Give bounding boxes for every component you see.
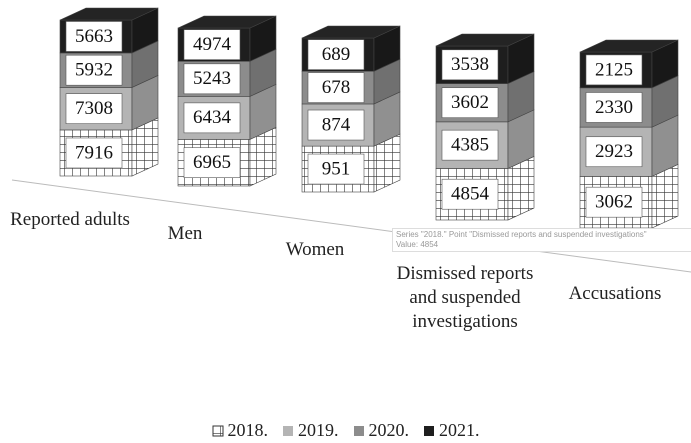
data-label: 5932	[75, 60, 113, 81]
swatch	[283, 425, 293, 436]
legend-swatch	[353, 425, 364, 436]
label-box	[183, 63, 241, 95]
swatch	[353, 425, 364, 436]
legend-label: 2019.	[298, 420, 339, 440]
data-label: 5663	[75, 26, 113, 47]
legend-item: 2019.	[282, 420, 339, 441]
data-label: 951	[322, 158, 351, 179]
legend-label: 2018.	[227, 420, 269, 440]
label-box	[65, 137, 123, 169]
bar-top	[579, 39, 679, 53]
label-box	[183, 102, 241, 134]
label-box	[585, 186, 643, 218]
data-label: 689	[322, 44, 351, 65]
label-box	[307, 72, 365, 103]
data-label: 6965	[193, 152, 231, 173]
legend-item: 2018.	[212, 420, 269, 441]
x-tick-label: Reported adults	[10, 209, 130, 230]
label-box	[65, 54, 123, 86]
data-label: 4854	[451, 184, 490, 205]
legend-label: 2020.	[368, 420, 410, 440]
tooltip-line: Value: 4854	[396, 240, 439, 249]
data-label: 2923	[595, 141, 633, 162]
bar-top	[177, 15, 277, 29]
bar-top	[435, 33, 535, 47]
tooltip: Series "2018." Point "Dismissed reports …	[392, 228, 691, 252]
bar-top	[59, 7, 159, 21]
legend-swatch	[212, 425, 223, 436]
legend-swatch	[283, 425, 293, 436]
data-label: 2125	[595, 59, 633, 80]
data-label: 4974	[193, 34, 232, 55]
legend-swatch	[424, 425, 434, 436]
data-label: 3538	[451, 54, 489, 75]
label-box	[441, 129, 499, 161]
floor-line	[11, 179, 691, 273]
x-tick-label: Women	[285, 239, 345, 260]
data-label: 4385	[451, 135, 489, 156]
x-tick-label: Accusations	[568, 283, 662, 304]
swatch	[212, 425, 223, 436]
legend-item: 2021.	[423, 420, 480, 441]
data-label: 874	[322, 114, 351, 135]
label-box	[585, 92, 643, 123]
data-label: 6434	[193, 107, 232, 128]
label-box	[307, 153, 365, 185]
label-box	[441, 49, 499, 81]
label-box	[65, 21, 123, 52]
data-label: 7308	[75, 98, 113, 119]
label-box	[585, 54, 643, 86]
x-tick-label: Dismissed reports and suspended investig…	[396, 263, 534, 332]
x-tick-label: Men	[167, 223, 203, 244]
label-box	[307, 109, 365, 141]
data-label: 678	[322, 77, 351, 98]
label-box	[183, 147, 241, 179]
legend: 2018. 2019. 2020. 2021.	[0, 420, 691, 441]
label-box	[65, 93, 123, 124]
data-label: 2330	[595, 97, 633, 118]
tooltip-line: Series "2018." Point "Dismissed reports …	[396, 230, 647, 239]
data-label: 5243	[193, 68, 231, 89]
label-box	[585, 136, 643, 168]
label-box	[441, 87, 499, 119]
label-box	[307, 39, 365, 70]
swatch	[424, 425, 434, 436]
label-box	[183, 29, 241, 60]
data-label: 3062	[595, 192, 633, 213]
data-label: 3602	[451, 92, 489, 113]
data-label: 7916	[75, 142, 113, 163]
legend-label: 2021.	[439, 420, 480, 440]
legend-item: 2020.	[353, 420, 410, 441]
bar-top	[301, 25, 401, 39]
label-box	[441, 178, 499, 210]
